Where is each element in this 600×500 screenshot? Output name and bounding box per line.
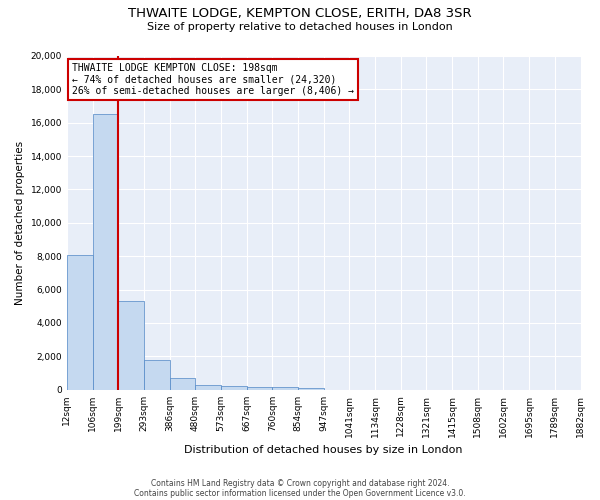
Bar <box>170 378 196 390</box>
Bar <box>67 254 92 390</box>
Text: Size of property relative to detached houses in London: Size of property relative to detached ho… <box>147 22 453 32</box>
X-axis label: Distribution of detached houses by size in London: Distribution of detached houses by size … <box>184 445 463 455</box>
Bar <box>247 387 272 390</box>
Text: Contains public sector information licensed under the Open Government Licence v3: Contains public sector information licen… <box>134 488 466 498</box>
Bar <box>196 384 221 390</box>
Bar <box>298 388 324 390</box>
Bar <box>221 386 247 390</box>
Y-axis label: Number of detached properties: Number of detached properties <box>15 141 25 305</box>
Text: THWAITE LODGE KEMPTON CLOSE: 198sqm
← 74% of detached houses are smaller (24,320: THWAITE LODGE KEMPTON CLOSE: 198sqm ← 74… <box>72 62 354 96</box>
Bar <box>92 114 118 390</box>
Bar <box>118 302 144 390</box>
Text: Contains HM Land Registry data © Crown copyright and database right 2024.: Contains HM Land Registry data © Crown c… <box>151 478 449 488</box>
Text: THWAITE LODGE, KEMPTON CLOSE, ERITH, DA8 3SR: THWAITE LODGE, KEMPTON CLOSE, ERITH, DA8… <box>128 8 472 20</box>
Bar <box>144 360 170 390</box>
Bar <box>272 387 298 390</box>
